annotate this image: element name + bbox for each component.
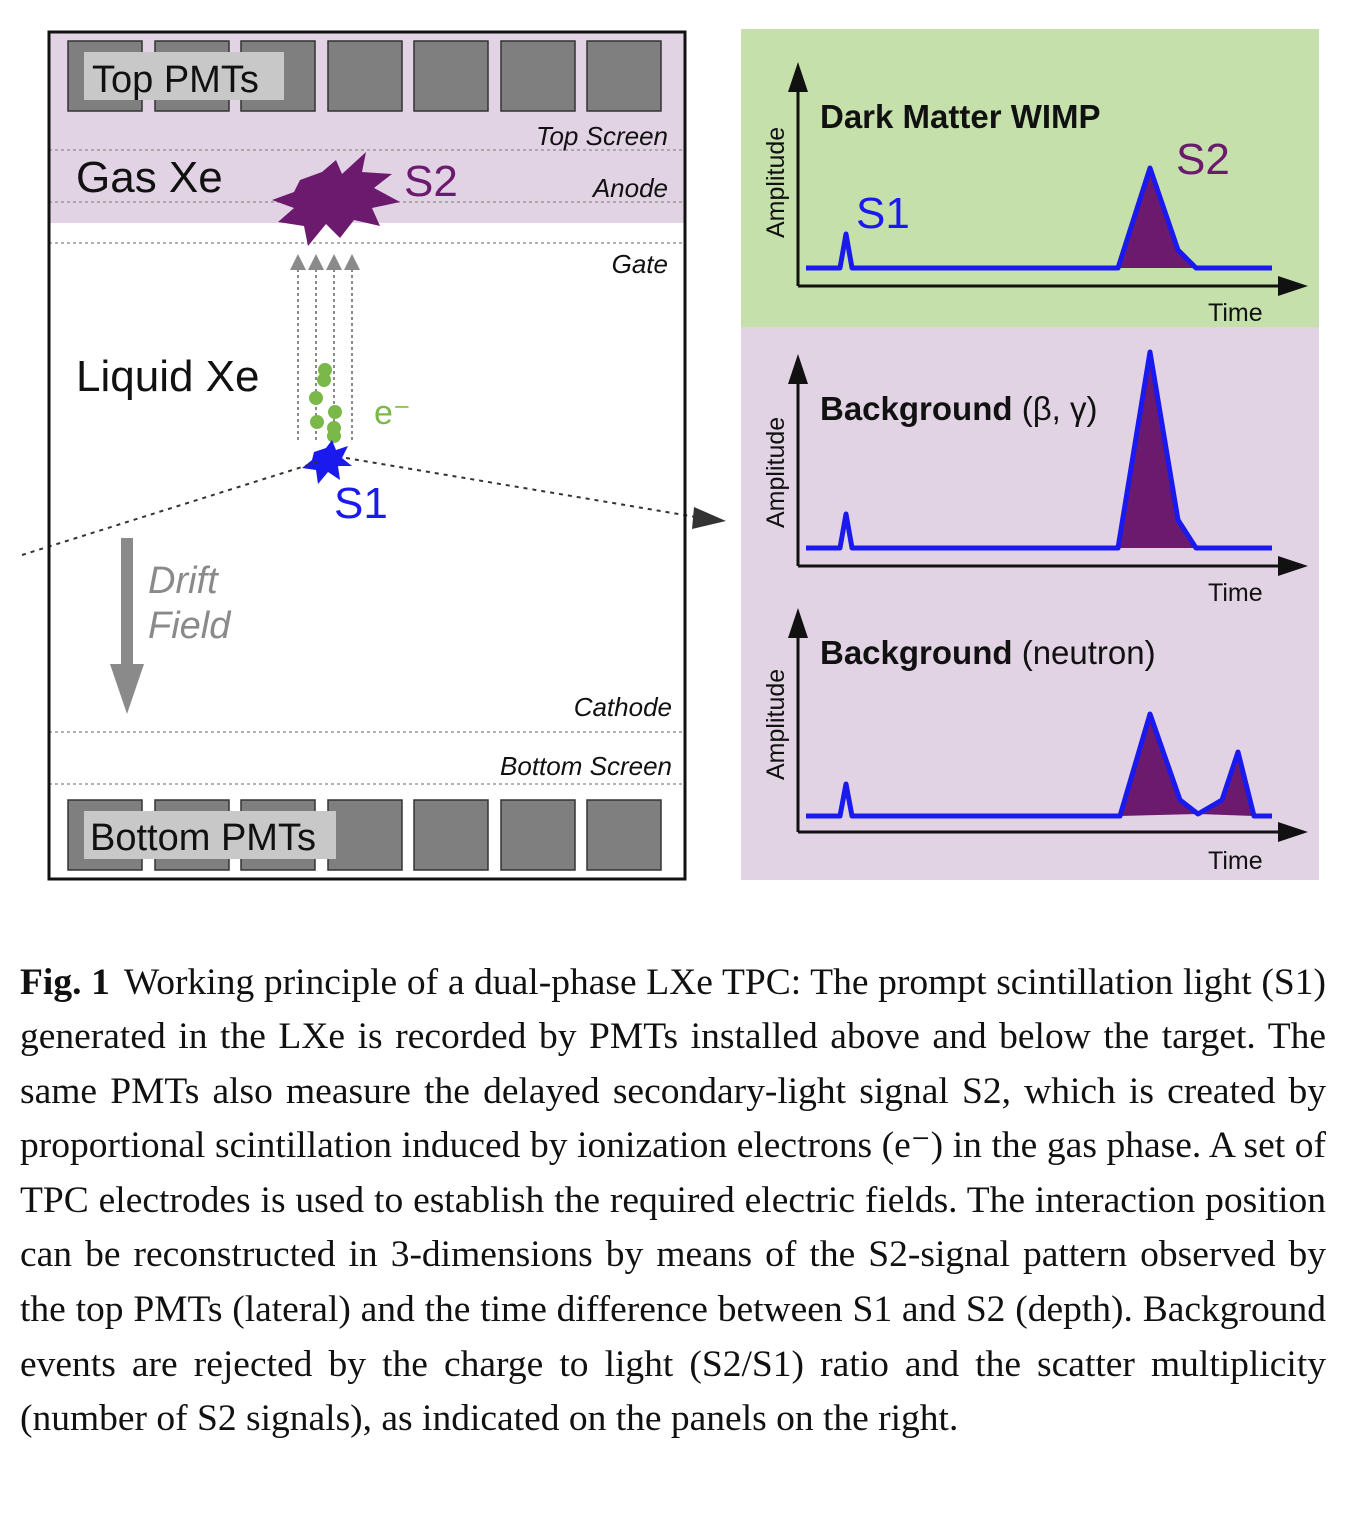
liquid-xe-label: Liquid Xe bbox=[76, 352, 259, 401]
electron bbox=[309, 391, 323, 405]
gate-label: Gate bbox=[612, 249, 668, 279]
s2-burst-icon bbox=[272, 152, 400, 246]
pmt bbox=[327, 799, 403, 871]
drift-field-arrowhead-icon bbox=[110, 664, 144, 714]
pmt bbox=[413, 799, 489, 871]
top-screen-label: Top Screen bbox=[536, 121, 668, 151]
pmt bbox=[500, 799, 576, 871]
electron bbox=[328, 405, 342, 419]
bottom-pmts-label: Bottom PMTs bbox=[90, 817, 316, 859]
y-axis-arrow-icon bbox=[788, 608, 808, 638]
electron bbox=[317, 373, 331, 387]
tpc-figure: Top PMTs Top Screen Anode Gate Cathode B… bbox=[21, 29, 1319, 881]
x-axis-label: Time bbox=[1208, 579, 1263, 607]
wimp-panel-bg bbox=[741, 29, 1319, 327]
panel-title-bold: Background bbox=[820, 390, 1013, 427]
pmt bbox=[327, 40, 403, 112]
pmt bbox=[500, 40, 576, 112]
bottom-pmts-label-box bbox=[84, 811, 336, 859]
panel-title: Background (neutron) bbox=[820, 634, 1156, 671]
x-axis-arrow-icon bbox=[1278, 822, 1308, 842]
top-pmts-label: Top PMTs bbox=[92, 59, 259, 101]
x-axis-label: Time bbox=[1208, 847, 1263, 875]
top-pmts-label-box bbox=[84, 52, 284, 100]
tpc-frame bbox=[47, 30, 687, 881]
field-label: Field bbox=[148, 605, 232, 647]
projection-arrowhead-icon bbox=[692, 507, 726, 529]
panel-wimp: Amplitude Time Dark Matter WIMP S1 S2 bbox=[762, 62, 1308, 327]
y-axis-arrow-icon bbox=[788, 62, 808, 92]
electron bbox=[327, 429, 341, 443]
s1-label: S1 bbox=[334, 479, 388, 528]
x-axis-label: Time bbox=[1208, 299, 1263, 327]
drift-field-arrow-shaft bbox=[121, 538, 133, 668]
s2-label: S2 bbox=[404, 157, 458, 206]
panel-title-bold: Background bbox=[820, 634, 1013, 671]
cathode-label: Cathode bbox=[574, 692, 672, 722]
background-panels-bg bbox=[741, 327, 1319, 880]
y-axis-label: Amplitude bbox=[762, 127, 790, 238]
tpc-diagram: Top PMTs Top Screen Anode Gate Cathode B… bbox=[21, 30, 726, 881]
panel-title-rest: (neutron) bbox=[1013, 634, 1156, 671]
y-axis-label: Amplitude bbox=[762, 417, 790, 528]
y-axis-label: Amplitude bbox=[762, 669, 790, 780]
projection-line bbox=[21, 461, 319, 556]
gas-xe-label: Gas Xe bbox=[76, 153, 223, 202]
waveform bbox=[806, 711, 1272, 819]
s2-peak-fill bbox=[1120, 714, 1198, 816]
y-axis-arrow-icon bbox=[788, 354, 808, 384]
x-axis-arrow-icon bbox=[1278, 556, 1308, 576]
s1-burst-icon bbox=[302, 440, 352, 484]
pmt bbox=[586, 40, 662, 112]
figure-label: Fig. 1 bbox=[20, 961, 110, 1003]
caption-text: Working principle of a dual-phase LXe TP… bbox=[20, 961, 1326, 1440]
figure-caption: Fig. 1 Working principle of a dual-phase … bbox=[20, 956, 1326, 1447]
panel-title-bold: Dark Matter WIMP bbox=[820, 98, 1101, 135]
s2-peak-label: S2 bbox=[1176, 135, 1230, 184]
s2-peak-fill bbox=[1118, 352, 1196, 548]
bottom-screen-label: Bottom Screen bbox=[500, 751, 672, 781]
electron-cloud bbox=[309, 363, 342, 443]
waveform bbox=[806, 165, 1272, 271]
projection-line bbox=[345, 457, 697, 518]
panel-title-rest: (β, γ) bbox=[1013, 390, 1098, 427]
waveform bbox=[806, 349, 1272, 551]
panel-title: Background (β, γ) bbox=[820, 390, 1098, 427]
anode-label: Anode bbox=[591, 173, 668, 203]
drift-label: Drift bbox=[148, 560, 219, 602]
electron-label: e⁻ bbox=[374, 394, 411, 432]
pmt bbox=[586, 799, 662, 871]
s1-peak-label: S1 bbox=[856, 189, 910, 238]
panel-background-neutron: Amplitude Time Background (neutron) bbox=[762, 608, 1308, 875]
electron bbox=[310, 415, 324, 429]
pmt bbox=[413, 40, 489, 112]
x-axis-arrow-icon bbox=[1278, 276, 1308, 296]
panel-title: Dark Matter WIMP bbox=[820, 98, 1101, 135]
s2-peak-fill bbox=[1118, 168, 1196, 268]
panel-background-beta-gamma: Amplitude Time Background (β, γ) bbox=[762, 349, 1308, 607]
